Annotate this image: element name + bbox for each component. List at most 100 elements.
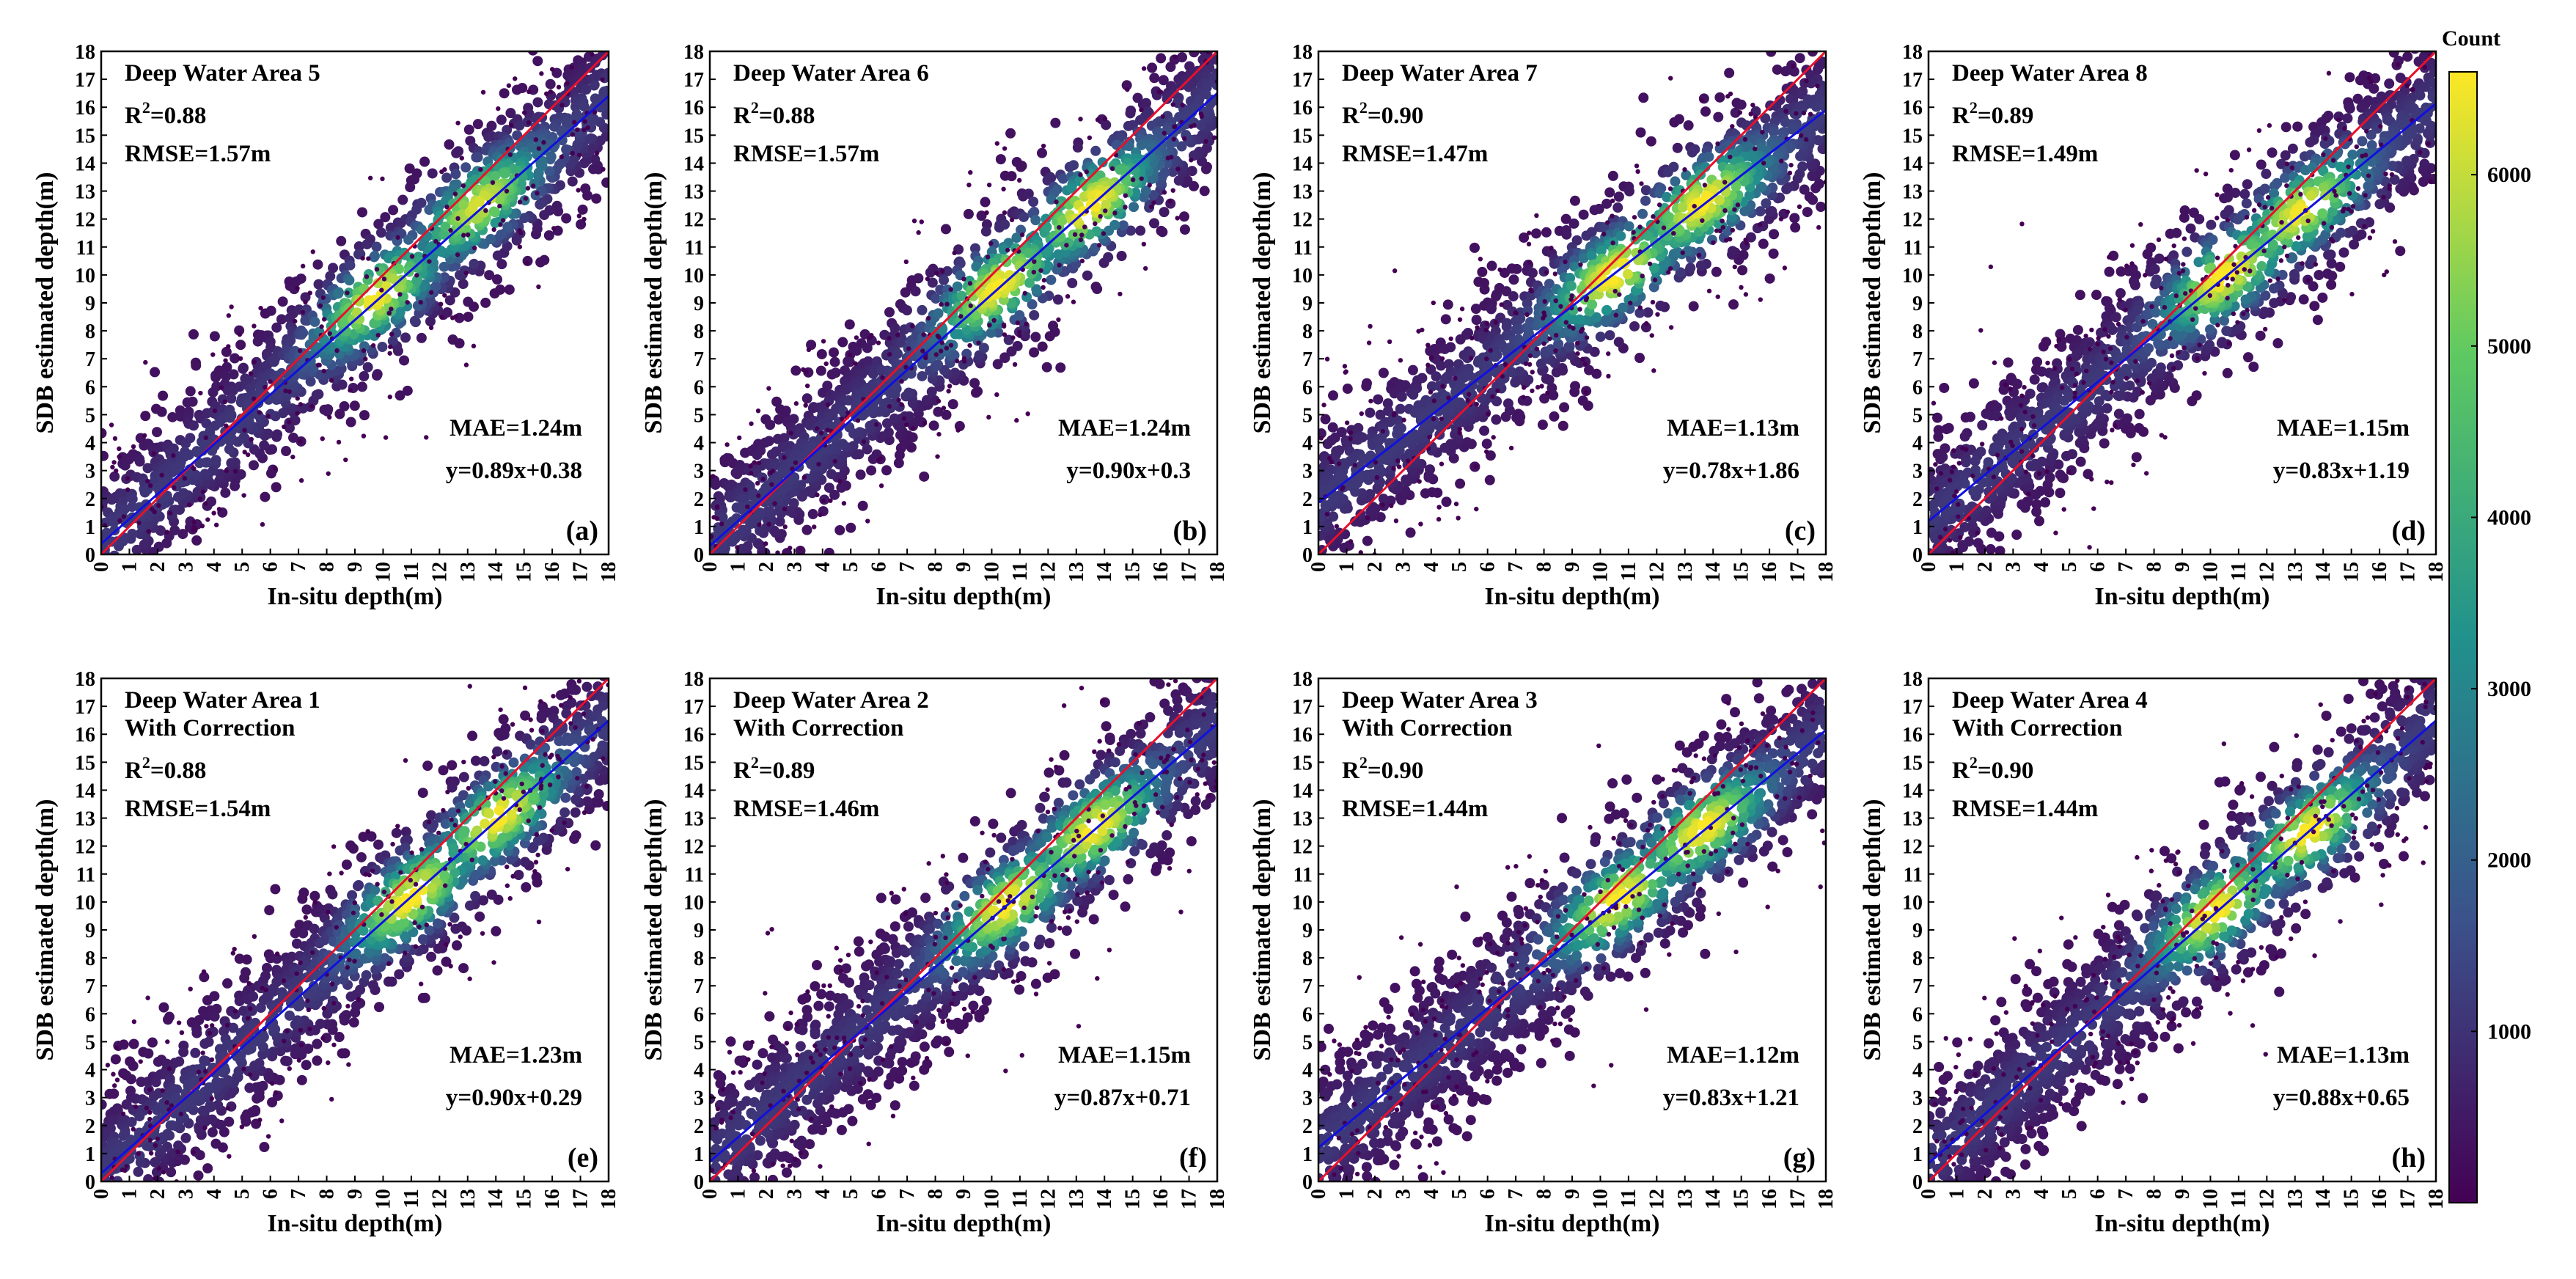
density-point xyxy=(1072,142,1083,153)
density-point xyxy=(1019,211,1030,222)
outlier-point xyxy=(939,301,944,307)
outlier-point xyxy=(360,255,365,261)
outlier-point xyxy=(933,352,939,357)
density-point xyxy=(976,210,987,221)
density-point xyxy=(156,406,167,417)
outlier-point xyxy=(424,435,429,440)
density-point xyxy=(1730,107,1741,118)
outlier-point xyxy=(117,518,122,524)
density-point xyxy=(1640,195,1651,206)
density-point xyxy=(1673,114,1684,125)
density-point xyxy=(362,362,373,373)
outlier-point xyxy=(825,428,830,433)
density-point xyxy=(857,500,868,511)
outlier-point xyxy=(1387,339,1392,345)
outlier-point xyxy=(150,507,155,512)
density-point xyxy=(995,154,1006,165)
x-tick-label: 4 xyxy=(812,562,834,572)
density-point xyxy=(963,208,974,219)
outlier-point xyxy=(191,519,197,525)
outlier-point xyxy=(397,292,403,297)
outlier-point xyxy=(283,388,288,394)
density-point xyxy=(1375,512,1386,523)
density-point xyxy=(1789,213,1800,224)
outlier-point xyxy=(1398,358,1403,363)
outlier-point xyxy=(455,252,460,257)
x-tick-label: 4 xyxy=(203,562,226,572)
x-tick-label: 14 xyxy=(1093,562,1116,582)
density-point xyxy=(1046,194,1057,205)
density-point xyxy=(288,432,299,443)
y-tick-label: 0 xyxy=(694,544,704,567)
density-point xyxy=(735,584,745,594)
density-point xyxy=(369,294,380,305)
x-tick-label: 17 xyxy=(1178,562,1201,582)
outlier-point xyxy=(224,423,229,428)
density-point xyxy=(1700,106,1711,117)
outlier-point xyxy=(757,522,762,527)
density-point xyxy=(492,250,503,261)
outlier-point xyxy=(119,624,123,628)
outlier-point xyxy=(428,325,434,331)
outlier-point xyxy=(298,402,304,407)
density-point xyxy=(206,496,217,507)
density-point xyxy=(1640,185,1651,196)
density-point xyxy=(109,471,120,482)
outlier-point xyxy=(1785,209,1791,215)
outlier-point xyxy=(556,84,562,89)
outlier-point xyxy=(383,435,389,440)
density-point xyxy=(716,618,727,628)
outlier-point xyxy=(1072,232,1078,237)
outlier-point xyxy=(1189,158,1194,163)
density-point xyxy=(494,194,505,205)
density-point xyxy=(956,290,967,301)
outlier-point xyxy=(375,332,381,338)
outlier-point xyxy=(592,109,598,115)
density-point xyxy=(1634,353,1645,364)
density-point xyxy=(1378,367,1389,378)
density-point xyxy=(1195,33,1206,43)
outlier-point xyxy=(366,256,371,261)
density-point xyxy=(1662,166,1673,177)
outlier-point xyxy=(248,371,254,376)
density-point xyxy=(234,325,245,336)
outlier-point xyxy=(1101,231,1107,236)
density-point xyxy=(1405,527,1416,538)
outlier-point xyxy=(903,259,909,265)
density-point xyxy=(1327,579,1337,589)
density-point xyxy=(447,334,458,345)
density-point xyxy=(463,124,474,135)
x-tick-label: 0 xyxy=(90,562,113,572)
outlier-point xyxy=(730,556,734,560)
density-point xyxy=(939,274,950,285)
outlier-point xyxy=(287,389,292,395)
density-point xyxy=(1501,321,1512,332)
density-point xyxy=(1384,417,1395,428)
density-point xyxy=(1016,224,1027,235)
outlier-point xyxy=(438,301,444,307)
outlier-point xyxy=(580,15,584,20)
y-tick-label: 10 xyxy=(75,265,95,287)
density-point xyxy=(1794,53,1805,64)
density-point xyxy=(139,572,150,582)
outlier-point xyxy=(920,348,925,353)
density-point xyxy=(220,487,231,498)
density-point xyxy=(1126,225,1137,236)
density-point xyxy=(1036,147,1047,158)
density-point xyxy=(579,158,590,169)
outlier-point xyxy=(575,127,580,132)
outlier-point xyxy=(901,416,907,421)
density-point xyxy=(992,359,1003,370)
outlier-point xyxy=(110,464,115,470)
density-point xyxy=(1724,67,1735,78)
outlier-point xyxy=(1002,210,1008,216)
density-point xyxy=(1481,439,1492,450)
outlier-point xyxy=(327,414,332,420)
density-point xyxy=(1519,232,1530,243)
density-point xyxy=(601,6,612,16)
density-point xyxy=(188,420,199,431)
outlier-point xyxy=(409,254,415,259)
density-point xyxy=(1508,274,1519,285)
density-point xyxy=(1425,464,1436,475)
density-point xyxy=(1178,211,1189,222)
